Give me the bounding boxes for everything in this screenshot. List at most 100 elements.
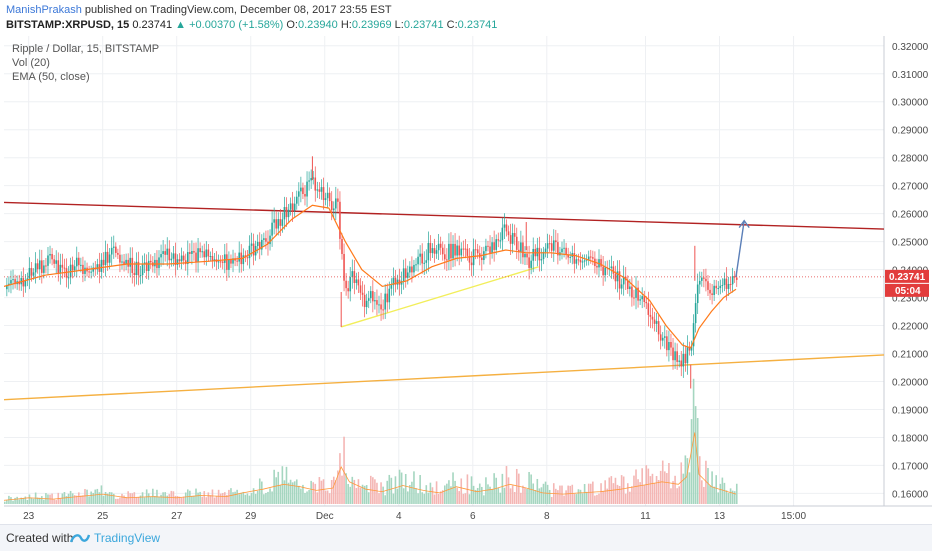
volume-bar <box>643 485 646 504</box>
volume-bar <box>614 477 617 504</box>
candle-body <box>713 285 715 295</box>
candle-body <box>731 276 734 285</box>
candle-body <box>359 285 362 293</box>
candle-body <box>47 255 49 266</box>
volume-bar <box>174 495 177 504</box>
candle-body <box>363 294 366 308</box>
x-tick-label: 8 <box>544 511 550 522</box>
volume-bar <box>65 496 68 504</box>
volume-bar <box>707 467 709 504</box>
candle-body <box>386 293 389 303</box>
volume-bar <box>304 492 306 504</box>
volume-bar <box>133 492 136 504</box>
y-tick-label: 0.22000 <box>892 322 929 333</box>
footer-bar: Created with TradingView <box>0 524 932 551</box>
volume-bar <box>162 492 164 504</box>
volume-bar <box>406 491 409 504</box>
volume-bar <box>158 496 160 504</box>
author-link[interactable]: ManishPrakash <box>6 4 82 16</box>
y-tick-label: 0.18000 <box>892 433 929 444</box>
volume-bar <box>653 483 656 504</box>
candle-body <box>147 260 150 272</box>
candle-body <box>540 259 543 261</box>
volume-bar <box>698 456 701 504</box>
candle-body <box>670 342 672 348</box>
volume-bar <box>557 490 559 504</box>
volume-bar <box>90 491 92 504</box>
candle-body <box>8 283 10 285</box>
candle-body <box>160 254 162 258</box>
candle-body <box>678 360 680 362</box>
volume-bar <box>337 470 339 504</box>
candle-body <box>392 277 395 286</box>
candle-body <box>219 261 222 263</box>
candle-body <box>108 254 111 263</box>
candle-body <box>129 257 132 267</box>
candle-body <box>468 255 471 263</box>
price-chart[interactable]: 0.32000 0.31000 0.30000 0.29000 0.28000 0.270… <box>3 36 932 524</box>
volume-bar <box>664 471 666 504</box>
candle-body <box>688 346 691 351</box>
volume-bar <box>378 493 380 504</box>
up-triangle-icon: ▲ <box>175 19 187 31</box>
volume-bar <box>602 490 604 504</box>
volume-bar <box>86 489 88 504</box>
volume-bar <box>616 484 619 504</box>
volume-bar <box>509 488 512 504</box>
candle-body <box>34 263 37 273</box>
volume-bar <box>676 488 678 504</box>
candle-body <box>581 261 584 263</box>
candle-body <box>123 261 125 264</box>
volume-bar <box>32 498 35 504</box>
volume-bar <box>242 491 245 504</box>
volume-bar <box>713 486 715 504</box>
candle-body <box>102 259 105 266</box>
candle-body <box>312 177 315 179</box>
tradingview-brand-link[interactable]: TradingView <box>94 531 161 545</box>
candle-body <box>320 187 323 192</box>
candle-body <box>293 203 296 211</box>
candle-body <box>279 219 282 226</box>
candle-body <box>263 238 265 240</box>
volume-bar <box>727 492 730 504</box>
chart-header: ManishPrakash published on TradingView.c… <box>0 0 932 36</box>
candle-body <box>694 303 697 324</box>
volume-bar <box>125 497 127 504</box>
volume-bar <box>577 489 580 504</box>
candle-body <box>53 259 55 264</box>
volume-bar <box>462 493 465 504</box>
candle-body <box>633 297 635 299</box>
volume-bar <box>100 485 103 504</box>
candle-body <box>396 279 399 285</box>
volume-bar <box>314 483 317 504</box>
candle-body <box>203 251 206 258</box>
low-label: L: <box>394 19 404 31</box>
volume-bar <box>281 466 284 504</box>
candle-body <box>429 242 432 254</box>
candle-body <box>460 248 463 256</box>
candle-body <box>526 253 528 258</box>
candle-body <box>127 259 129 267</box>
volume-bar <box>733 491 736 504</box>
volume-bar <box>112 493 115 504</box>
candle-body <box>224 254 226 263</box>
candle-body <box>193 250 195 253</box>
chart-area[interactable]: 0.32000 0.31000 0.30000 0.29000 0.28000 0.270… <box>3 36 932 524</box>
volume-bar <box>353 479 356 504</box>
candle-body <box>316 189 319 191</box>
candle-body <box>12 279 14 281</box>
candle-body <box>149 260 152 263</box>
volume-bar <box>261 481 263 504</box>
candle-body <box>735 277 738 280</box>
candle-body <box>164 251 166 255</box>
volume-bar <box>481 486 483 504</box>
candle-body <box>491 242 493 254</box>
candle-body <box>425 260 428 263</box>
candle-body <box>546 243 549 249</box>
volume-bar <box>295 479 298 504</box>
candle-body <box>493 242 495 250</box>
candle-body <box>614 273 617 282</box>
candle-body <box>104 251 107 266</box>
price-tag-box <box>885 269 929 283</box>
volume-bar <box>263 494 265 504</box>
